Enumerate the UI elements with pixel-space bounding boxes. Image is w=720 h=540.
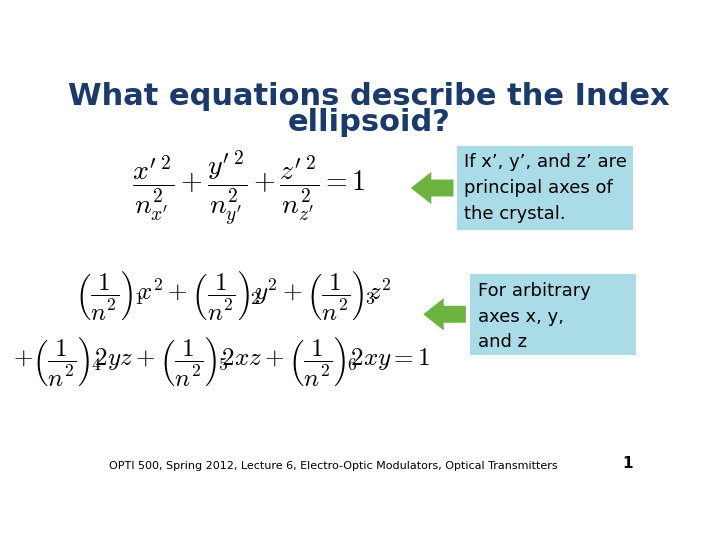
Text: OPTI 500, Spring 2012, Lecture 6, Electro-Optic Modulators, Optical Transmitters: OPTI 500, Spring 2012, Lecture 6, Electr… — [109, 461, 558, 471]
Text: For arbitrary
axes x, y,
and z: For arbitrary axes x, y, and z — [477, 282, 590, 352]
Text: 1: 1 — [622, 456, 632, 471]
Text: What equations describe the Index: What equations describe the Index — [68, 82, 670, 111]
FancyBboxPatch shape — [469, 274, 636, 355]
Text: $+ \left(\dfrac{1}{n^2}\right)_{\!4}\!\! 2yz + \left(\dfrac{1}{n^2}\right)_{\!5}: $+ \left(\dfrac{1}{n^2}\right)_{\!4}\!\!… — [13, 335, 431, 388]
FancyBboxPatch shape — [456, 146, 634, 231]
Polygon shape — [423, 298, 466, 330]
Text: $\left(\dfrac{1}{n^2}\right)_{\!1}\!\! x^2 + \left(\dfrac{1}{n^2}\right)_{\!2}\!: $\left(\dfrac{1}{n^2}\right)_{\!1}\!\! x… — [75, 269, 392, 322]
Polygon shape — [411, 172, 454, 204]
Text: If x’, y’, and z’ are
principal axes of
the crystal.: If x’, y’, and z’ are principal axes of … — [464, 153, 627, 222]
Text: ellipsoid?: ellipsoid? — [287, 108, 451, 137]
Text: $\dfrac{x'^{\,2}}{n_{x'}^{2}} + \dfrac{y'^{\,2}}{n_{y'}^{2}} + \dfrac{z'^{\,2}}{: $\dfrac{x'^{\,2}}{n_{x'}^{2}} + \dfrac{y… — [132, 148, 366, 227]
